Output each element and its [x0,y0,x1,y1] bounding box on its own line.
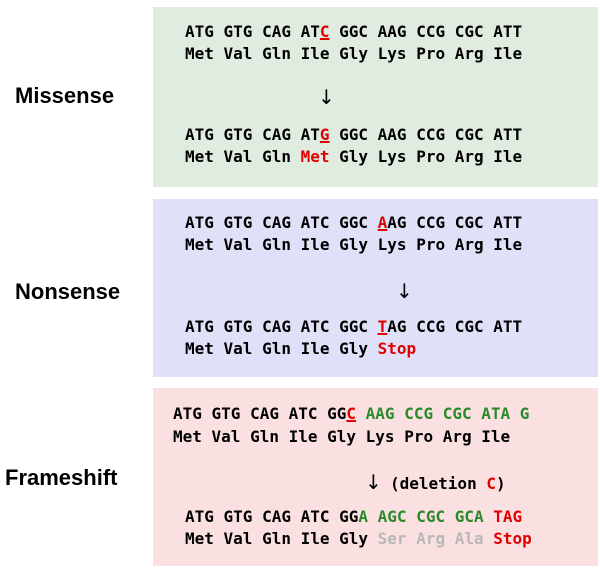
mutation-arrow: ↓ [396,279,413,303]
protein-mutated: Met Val Gln Ile Gly Ser Arg Ala Stop [185,529,532,549]
deletion-note: (deletion C) [390,474,506,494]
sequence-segment: Met Val Gln Ile Gly Lys Pro Arg Ile [185,44,523,63]
sequence-segment: Met Val Gln Ile Gly [185,529,378,548]
protein-mutated: Met Val Gln Met Gly Lys Pro Arg Ile [185,147,522,167]
dna-original: ATG GTG CAG ATC GGC AAG CCG CGC ATT [185,22,522,42]
missense-panel [153,7,598,187]
dna-mutated: ATG GTG CAG ATC GGA AGC CGC GCA TAG [185,507,522,527]
sequence-segment: Met [300,147,330,166]
sequence-segment: Ser Arg Ala [377,529,484,548]
nonsense-label: Nonsense [15,279,121,304]
sequence-segment: GGC AAG CCG CGC ATT [329,125,523,144]
sequence-segment: ) [495,474,506,493]
sequence-segment: ATG GTG CAG ATC GG [173,404,347,423]
sequence-segment: C [486,474,496,493]
mutated-base: C [346,404,357,423]
sequence-segment: ATG GTG CAG ATC GGC [185,317,378,336]
sequence-segment: Gly Lys Pro Arg Ile [329,147,523,166]
mutated-base: A [377,213,388,232]
sequence-segment: Stop [377,339,417,358]
sequence-segment [484,529,494,548]
mutation-arrow: ↓ [318,85,335,109]
frameshift-panel [153,388,598,566]
sequence-segment: Met Val Gln Ile Gly Lys Pro Arg Ile [185,235,523,254]
mutation-arrow: ↓ [365,470,382,494]
missense-label: Missense [15,83,115,108]
sequence-segment: Met Val Gln Ile Gly [185,339,378,358]
protein-original: Met Val Gln Ile Gly Lys Pro Arg Ile [185,44,522,64]
sequence-segment: ATG GTG CAG AT [185,22,320,41]
sequence-segment: Met Val Gln [185,147,301,166]
sequence-segment: AG CCG CGC ATT [387,213,523,232]
sequence-segment: (deletion [390,474,487,493]
protein-original: Met Val Gln Ile Gly Lys Pro Arg Ile [185,235,522,255]
sequence-segment: Stop [493,529,532,548]
mutated-base: C [319,22,330,41]
sequence-segment: GGC AAG CCG CGC ATT [329,22,523,41]
dna-mutated: ATG GTG CAG ATG GGC AAG CCG CGC ATT [185,125,522,145]
nonsense-panel [153,199,598,377]
sequence-segment: TAG [493,507,523,526]
sequence-segment: ATG GTG CAG ATC GG [185,507,359,526]
dna-original: ATG GTG CAG ATC GGC AAG CCG CGC ATT [185,213,522,233]
mutated-base: G [319,125,330,144]
protein-mutated: Met Val Gln Ile Gly Stop [185,339,416,359]
sequence-segment: ATG GTG CAG AT [185,125,320,144]
mutated-base: T [377,317,388,336]
dna-mutated: ATG GTG CAG ATC GGC TAG CCG CGC ATT [185,317,522,337]
frameshift-label: Frameshift [5,465,118,490]
sequence-segment: AG CCG CGC ATT [387,317,523,336]
sequence-segment: ATG GTG CAG ATC GGC [185,213,378,232]
protein-original: Met Val Gln Ile Gly Lys Pro Arg Ile [173,427,510,447]
sequence-segment: Met Val Gln Ile Gly Lys Pro Arg Ile [173,427,511,446]
dna-original: ATG GTG CAG ATC GGC AAG CCG CGC ATA G [173,404,529,424]
sequence-segment: AAG CCG CGC ATA G [356,404,530,423]
sequence-segment: A AGC CGC GCA [358,507,494,526]
